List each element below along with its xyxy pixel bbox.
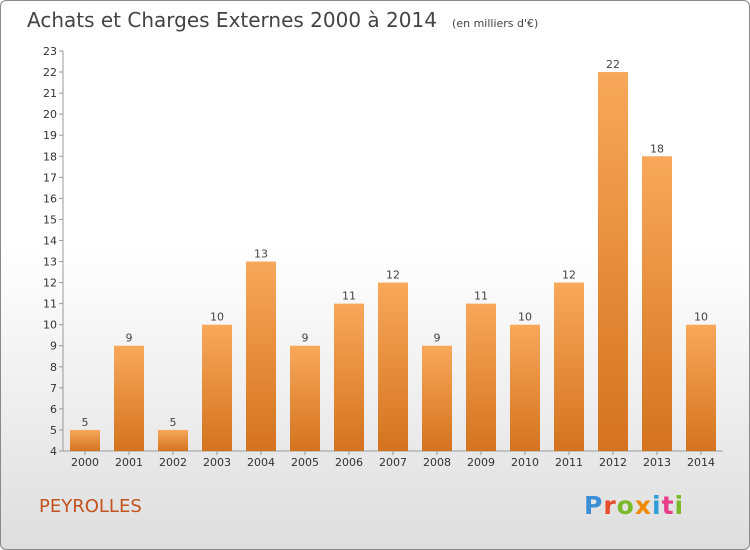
logo-letter: o — [616, 491, 635, 520]
x-tick-label: 2005 — [291, 456, 319, 469]
bar-value-label: 9 — [302, 332, 309, 345]
bar — [598, 72, 628, 451]
y-tick-label: 14 — [43, 234, 57, 247]
bar-value-label: 9 — [126, 332, 133, 345]
bar — [158, 429, 188, 451]
y-tick-label: 12 — [43, 277, 57, 290]
logo-letter: x — [634, 491, 652, 520]
y-tick-label: 6 — [50, 403, 57, 416]
y-tick-label: 9 — [50, 340, 57, 353]
x-tick-label: 2002 — [159, 456, 187, 469]
x-tick-label: 2006 — [335, 456, 363, 469]
x-tick-label: 2013 — [643, 456, 671, 469]
y-tick-label: 21 — [43, 87, 57, 100]
bar-value-label: 18 — [650, 142, 664, 155]
chart-title: Achats et Charges Externes 2000 à 2014 (… — [27, 8, 538, 32]
y-tick-label: 7 — [50, 382, 57, 395]
y-tick-label: 8 — [50, 361, 57, 374]
bar — [202, 324, 232, 451]
x-tick-label: 2003 — [203, 456, 231, 469]
bar — [114, 345, 144, 451]
y-tick-label: 16 — [43, 192, 57, 205]
bar — [70, 429, 100, 451]
bar — [510, 324, 540, 451]
bar — [466, 303, 496, 451]
bar-value-label: 10 — [518, 311, 532, 324]
x-tick-label: 2004 — [247, 456, 275, 469]
y-tick-label: 11 — [43, 298, 57, 311]
bar — [554, 282, 584, 451]
y-tick-label: 17 — [43, 171, 57, 184]
bar — [378, 282, 408, 451]
x-tick-label: 2009 — [467, 456, 495, 469]
chart-title-main: Achats et Charges Externes 2000 à 2014 — [27, 8, 437, 32]
logo-letter: i — [652, 491, 662, 520]
y-tick-label: 22 — [43, 66, 57, 79]
proxiti-logo[interactable]: Proxiti — [584, 491, 684, 520]
x-tick-label: 2012 — [599, 456, 627, 469]
bar — [334, 303, 364, 451]
bar-value-label: 9 — [434, 332, 441, 345]
x-tick-label: 2010 — [511, 456, 539, 469]
y-tick-label: 20 — [43, 108, 57, 121]
y-tick-label: 18 — [43, 150, 57, 163]
logo-letter: r — [603, 491, 617, 520]
y-tick-label: 10 — [43, 319, 57, 332]
y-tick-label: 15 — [43, 213, 57, 226]
x-tick-label: 2014 — [687, 456, 715, 469]
bar-value-label: 10 — [694, 311, 708, 324]
x-tick-label: 2000 — [71, 456, 99, 469]
bar-value-label: 10 — [210, 311, 224, 324]
bar — [686, 324, 716, 451]
commune-name: PEYROLLES — [39, 496, 142, 517]
bar-value-label: 13 — [254, 248, 268, 261]
bar-value-label: 5 — [82, 416, 89, 429]
bar-value-label: 11 — [474, 290, 488, 303]
bar-value-label: 12 — [386, 269, 400, 282]
bar-value-label: 5 — [170, 416, 177, 429]
logo-letter: t — [661, 491, 675, 520]
logo-letter: i — [674, 491, 685, 520]
bar-value-label: 12 — [562, 269, 576, 282]
bar — [246, 261, 276, 451]
x-tick-label: 2008 — [423, 456, 451, 469]
y-tick-label: 4 — [50, 445, 57, 458]
logo-letter: P — [584, 491, 604, 520]
bar — [290, 345, 320, 451]
bar — [642, 156, 672, 451]
x-tick-label: 2011 — [555, 456, 583, 469]
x-tick-label: 2001 — [115, 456, 143, 469]
y-tick-label: 13 — [43, 256, 57, 269]
y-tick-label: 5 — [50, 424, 57, 437]
y-tick-label: 23 — [43, 45, 57, 58]
bar-value-label: 22 — [606, 58, 620, 71]
chart-title-unit: (en milliers d'€) — [452, 17, 539, 30]
bar — [422, 345, 452, 451]
x-tick-label: 2007 — [379, 456, 407, 469]
y-tick-label: 19 — [43, 129, 57, 142]
bar-value-label: 11 — [342, 290, 356, 303]
